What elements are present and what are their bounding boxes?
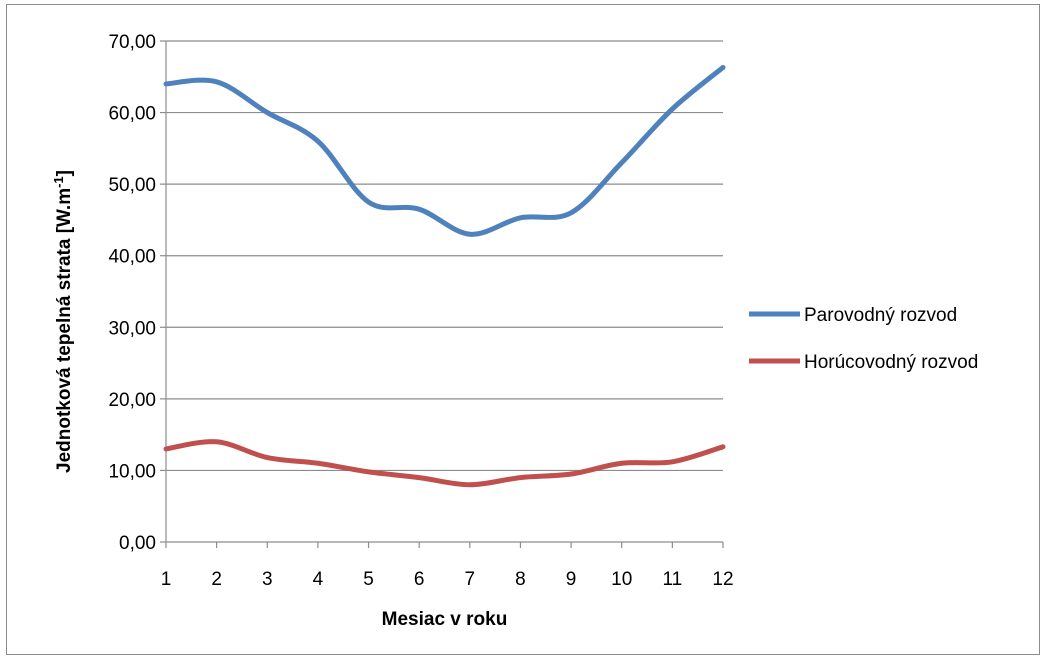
y-tick-label: 40,00 [108,247,156,268]
x-tick-labels: 1 2 3 4 5 6 7 8 9 10 11 12 [161,569,734,590]
x-tick-label: 1 [161,569,172,590]
series-lines [163,64,726,488]
y-tick-label: 50,00 [108,175,156,196]
x-tick-label: 2 [211,569,222,590]
x-tick-label: 7 [465,569,476,590]
y-tick-label: 0,00 [119,533,156,554]
legend-label: Parovodný rozvod [804,305,957,326]
y-tick-label: 60,00 [108,104,156,125]
y-tick-label: 30,00 [108,318,156,339]
legend: Parovodný rozvod Horúcovodný rozvod [749,305,978,373]
x-tick-label: 3 [262,569,273,590]
x-tick-label: 9 [566,569,577,590]
x-tick-label: 4 [313,569,324,590]
y-tick-label: 70,00 [108,32,156,53]
series-line [163,64,726,237]
gridlines [160,40,723,543]
x-tick-label: 12 [712,569,733,590]
legend-label: Horúcovodný rozvod [804,352,978,373]
x-tick-label: 6 [414,569,425,590]
y-tick-label: 10,00 [108,461,156,482]
x-tick-label: 11 [662,569,682,590]
x-axis-title: Mesiac v roku [382,609,508,630]
y-tick-labels: 0,00 10,00 20,00 30,00 40,00 50,00 60,00 70,00 [108,32,156,554]
series-line [163,439,726,488]
x-tick-label: 10 [611,569,632,590]
axes [165,41,724,548]
y-axis-title: Jednotková tepelná strata [W.m-1] [51,170,76,473]
y-tick-label: 20,00 [108,390,156,411]
x-tick-label: 5 [363,569,374,590]
x-tick-label: 8 [515,569,526,590]
